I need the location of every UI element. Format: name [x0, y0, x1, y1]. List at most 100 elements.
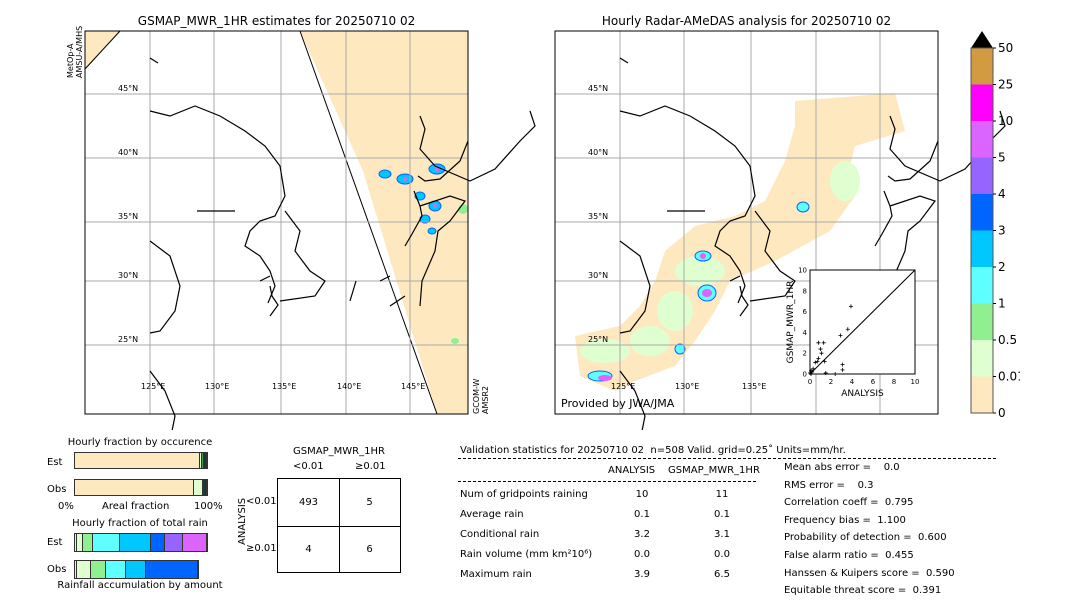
lat-label: 35°N [588, 212, 609, 221]
sat-top-line1: MetOp-A [66, 43, 75, 78]
colorbar-tick-label: 2 [998, 260, 1006, 274]
stat-gsmap-value: 6.5 [714, 569, 730, 580]
occurrence-obs-bar [74, 479, 208, 496]
occ-xlabel: Areal fraction [102, 501, 170, 512]
contingency-title: GSMAP_MWR_1HR [293, 446, 385, 457]
scatter-point [833, 372, 838, 376]
y-axis-label: GSMAP_MWR_1HR [786, 281, 796, 364]
one-to-one-line [809, 269, 916, 375]
scatter-point [811, 366, 816, 371]
maps [84, 30, 1006, 430]
stat-analysis-value: 3.9 [634, 569, 650, 580]
colorbar-extend-arrow [971, 31, 993, 48]
colorbar-tick-label: 25 [998, 78, 1013, 92]
stat-gsmap-value: 11 [715, 489, 729, 500]
contingency-row2: ≥0.01 [246, 543, 277, 554]
contingency-col1: <0.01 [293, 461, 324, 472]
scatter-point [821, 340, 826, 345]
occurrence-est-bar [74, 452, 208, 469]
lat-label: 30°N [588, 271, 609, 280]
stat-label: Num of gridpoints raining [460, 489, 588, 500]
y-tick-label: 10 [798, 267, 807, 275]
bar-segment [200, 453, 203, 468]
contingency-col2: ≥0.01 [355, 461, 386, 472]
y-tick-label: 0 [803, 371, 807, 379]
rain-obs-label: Obs [47, 564, 67, 575]
colorbar-tick-label: 50 [998, 41, 1013, 55]
bar-segment [76, 534, 83, 551]
stat-analysis-value: 3.2 [634, 529, 650, 540]
colorbar-tick-label: 3 [998, 224, 1006, 238]
scatter-point [848, 304, 853, 309]
scatter-point [840, 367, 845, 372]
scatter-inset: 00 2 2 4 4 6 6 8 8 10 10 ANALYSIS GSMAP_MWR_1HR [786, 267, 919, 400]
bar-segment [106, 561, 127, 578]
occ-est-label: Est [47, 457, 63, 468]
y-tick-label: 8 [803, 287, 807, 295]
sat-bottom-line1: GCOM-W [472, 378, 481, 414]
bar-segment [165, 534, 183, 551]
colorbar-tick-label: 0.01 [998, 370, 1020, 384]
x-axis-label: ANALYSIS [841, 389, 884, 399]
occurrence-title: Hourly fraction by occurence [67, 437, 213, 448]
colorbar-tick-label: 1 [998, 297, 1006, 311]
cell-hit: 6 [366, 544, 373, 555]
lon-label: 125°E [141, 382, 166, 391]
scatter-point [810, 369, 815, 374]
colorbar-swatch [971, 121, 993, 158]
stat-label: Conditional rain [460, 529, 540, 540]
stat-analysis-value: 0.1 [634, 509, 650, 520]
lat-label: 25°N [588, 335, 609, 344]
bar-segment [151, 534, 166, 551]
cell-false-alarm: 5 [366, 497, 373, 508]
y-tick-label: 2 [803, 350, 807, 358]
scatter-point [819, 351, 824, 356]
colorbar-tick-label: 0.5 [998, 333, 1017, 347]
total-rain-title: Hourly fraction of total rain [72, 518, 208, 529]
x-tick-label: 8 [892, 378, 896, 386]
score-line: Mean abs error = 0.0 [784, 462, 900, 473]
x-tick-label: 0 [808, 378, 812, 386]
scatter-point [838, 333, 843, 338]
bar-segment [82, 534, 94, 551]
scatter-point [822, 359, 827, 364]
score-line: Probability of detection = 0.600 [784, 532, 947, 544]
bar-segment [76, 561, 91, 578]
lat-label: 25°N [118, 335, 139, 344]
left-map [84, 30, 536, 430]
bar-segment [119, 534, 152, 551]
bar-segment [90, 561, 107, 578]
cell-hits-none: 493 [298, 497, 319, 508]
colorbar-tick-label: 10 [998, 114, 1013, 128]
score-line: RMS error = 0.3 [784, 479, 874, 491]
stats-header: Validation statistics for 20250710 02 n=… [460, 445, 846, 456]
score-line: Equitable threat score = 0.391 [784, 585, 942, 597]
col-analysis: ANALYSIS [608, 465, 656, 476]
colorbar-swatch [971, 267, 993, 304]
score-line: False alarm ratio = 0.455 [784, 550, 914, 561]
colorbar-swatch [971, 303, 993, 340]
bar-segment [126, 561, 146, 578]
stat-label: Rain volume (mm km²10⁶) [460, 549, 593, 560]
bar-segment [203, 480, 208, 495]
occ-x1: 100% [194, 501, 223, 512]
y-tick-label: 6 [803, 308, 808, 316]
sat-top-line2: AMSU-A/MHS [75, 25, 84, 78]
scatter-point [809, 372, 814, 376]
scatter-point [815, 359, 820, 364]
x-tick-label: 6 [871, 378, 876, 386]
colorbar-tick-label: 4 [998, 187, 1006, 201]
scatter-point [823, 370, 828, 375]
occ-x0: 0% [58, 501, 74, 512]
sat-bottom-line2: AMSR2 [481, 385, 490, 414]
scatter-point [845, 327, 850, 332]
bar-segment [145, 561, 198, 578]
contingency-row1: <0.01 [246, 496, 277, 507]
bar-segment [75, 534, 77, 551]
stat-analysis-value: 10 [635, 489, 649, 500]
lat-label: 35°N [118, 212, 139, 221]
credit: Provided by JWA/JMA [561, 397, 675, 410]
lat-label: 30°N [118, 271, 139, 280]
bar-segment [202, 480, 204, 495]
